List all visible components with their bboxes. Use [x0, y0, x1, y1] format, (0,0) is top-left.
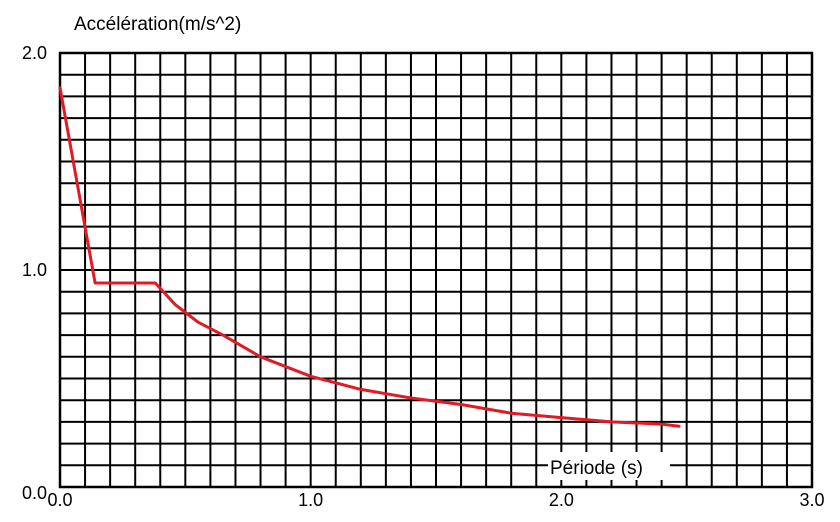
- x-tick-label: 3.0: [799, 490, 824, 510]
- series-group: [58, 86, 681, 428]
- grid-lines: [60, 53, 812, 487]
- tick-labels: 0.0 1.0 2.0 3.0 0.0 1.0 2.0: [22, 43, 825, 510]
- y-tick-label: 0.0: [22, 483, 47, 503]
- plot-border: [58, 51, 814, 489]
- x-axis-label-background: [548, 452, 670, 480]
- y-tick-label: 1.0: [22, 260, 47, 280]
- plot-frame: [58, 51, 814, 489]
- x-tick-label: 2.0: [549, 490, 574, 510]
- series-line-1: [58, 86, 681, 428]
- y-tick-label: 2.0: [22, 43, 47, 63]
- y-axis-label: Accélération(m/s^2): [74, 14, 241, 35]
- x-axis-label: Période (s): [550, 458, 643, 479]
- x-tick-label: 0.0: [47, 490, 72, 510]
- x-tick-label: 1.0: [298, 490, 323, 510]
